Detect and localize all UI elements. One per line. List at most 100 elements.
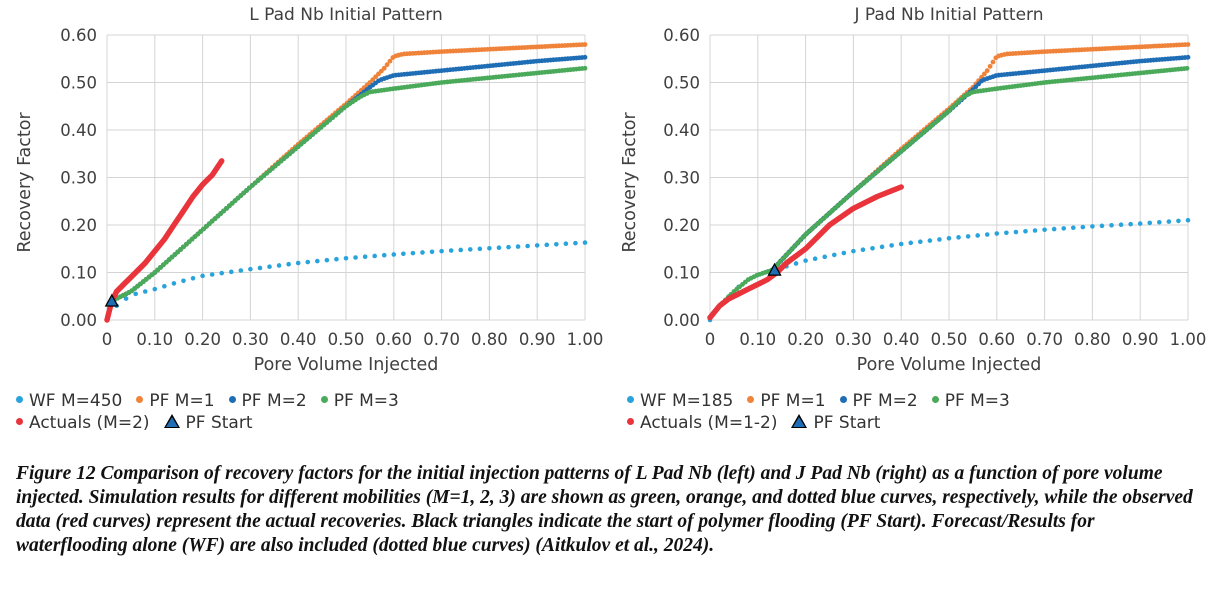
point-wf	[238, 268, 244, 273]
legend-left: WF M=450 PF M=1 PF M=2 PF M=3 Actuals (M=2) P…	[16, 390, 413, 434]
pf-start-marker	[767, 262, 782, 276]
legend-item-pf3: PF M=3	[320, 390, 399, 412]
x-tick-label: 0.30	[232, 330, 269, 349]
legend-label: WF M=450	[29, 391, 123, 411]
legend-dot-icon	[627, 395, 634, 403]
legend-item-pf1: PF M=1	[747, 390, 826, 412]
legend-item-pf1: PF M=1	[136, 390, 215, 412]
point-pf3	[785, 250, 791, 256]
point-wf	[841, 250, 847, 256]
point-wf	[544, 242, 550, 248]
point-wf	[142, 289, 148, 294]
point-wf	[467, 247, 473, 252]
point-wf	[1051, 226, 1057, 232]
series-wf	[104, 240, 588, 323]
x-tick-label: 0.60	[978, 330, 1015, 349]
point-wf	[994, 231, 1000, 236]
legend-dot-icon	[627, 417, 634, 425]
x-tick-label: 1.00	[567, 330, 604, 349]
point-wf	[793, 261, 799, 266]
point-wf	[123, 296, 129, 301]
point-wf	[219, 270, 225, 276]
legend-label: PF M=3	[944, 391, 1010, 411]
point-pf1	[1185, 42, 1191, 47]
point-pf3	[800, 235, 806, 240]
point-wf	[420, 250, 425, 255]
point-wf	[487, 245, 492, 251]
y-tick-label: 0.30	[663, 169, 700, 188]
y-tick-label: 0.60	[60, 26, 97, 45]
legend-label: WF M=185	[640, 391, 734, 411]
point-pf1	[984, 68, 990, 74]
x-tick-label: 0	[705, 330, 716, 349]
x-tick-label: 1.00	[1170, 330, 1207, 349]
x-tick-label: 0	[102, 330, 113, 349]
chart-title: J Pad Nb Initial Pattern	[853, 5, 1043, 25]
y-tick-label: 0.40	[60, 121, 97, 140]
series-pf3	[109, 65, 588, 304]
x-tick-label: 0.40	[883, 330, 920, 349]
point-wf	[1185, 217, 1191, 223]
point-pf3	[1184, 65, 1190, 71]
legend-dot-icon	[228, 395, 236, 403]
pf-start-marker	[104, 293, 119, 307]
point-wf	[851, 248, 856, 254]
x-tick-label: 0.20	[184, 330, 221, 349]
point-wf	[908, 240, 914, 246]
point-wf	[1080, 224, 1086, 230]
point-wf	[381, 252, 387, 258]
triangle-icon	[163, 414, 180, 428]
y-tick-label: 0.30	[60, 169, 97, 188]
series-pf1	[109, 42, 588, 304]
series-pf2	[109, 54, 588, 304]
point-wf	[1176, 218, 1181, 224]
x-tick-label: 0.30	[835, 330, 872, 349]
point-wf	[515, 244, 521, 249]
legend-label: PF M=2	[241, 391, 307, 411]
point-wf	[812, 256, 818, 262]
point-wf	[276, 263, 282, 268]
point-wf	[1099, 223, 1105, 229]
point-wf	[1118, 222, 1124, 228]
legend-item-pf3: PF M=3	[931, 390, 1010, 412]
legend-row: WF M=450 PF M=1 PF M=2 PF M=3	[16, 390, 413, 412]
point-pf3	[783, 253, 788, 259]
point-wf	[1061, 226, 1067, 231]
y-tick-label: 0.50	[663, 74, 700, 93]
x-tick-label: 0.70	[423, 330, 460, 349]
triangle-icon	[791, 414, 808, 428]
legend-label: Actuals (M=2)	[29, 413, 150, 433]
point-wf	[496, 245, 502, 251]
point-wf	[525, 243, 530, 249]
legend-item-wf: WF M=450	[16, 390, 122, 412]
point-pf3	[797, 238, 803, 244]
y-tick-label: 0.10	[60, 264, 97, 283]
point-wf	[879, 244, 885, 250]
legend-label: PF M=1	[760, 391, 826, 411]
point-wf	[305, 259, 311, 265]
point-wf	[889, 243, 894, 248]
point-wf	[152, 286, 158, 292]
point-wf	[228, 269, 234, 275]
chart-panel-right: J Pad Nb Initial Pattern 0 0.10 0.20 0.30 0.4…	[605, 0, 1209, 455]
legend-row: Actuals (M=2) PF Start	[16, 412, 413, 434]
x-tick-label: 0.60	[375, 330, 412, 349]
series-pf3	[717, 65, 1190, 309]
chart-left: L Pad Nb Initial Pattern 0 0.10 0.20 0.30 0.4…	[15, 5, 604, 375]
legend-dot-icon	[136, 395, 144, 403]
legend-row: WF M=185 PF M=1 PF M=2 PF M=3	[627, 390, 1024, 412]
chart-right: J Pad Nb Initial Pattern 0 0.10 0.20 0.30 0.4…	[620, 5, 1207, 375]
point-wf	[1013, 229, 1019, 235]
legend-right: WF M=185 PF M=1 PF M=2 PF M=3 Actuals (M=1-2…	[627, 390, 1024, 434]
point-wf	[927, 238, 933, 243]
y-tick-label: 0.00	[663, 311, 700, 330]
point-pf1	[987, 63, 993, 69]
legend-item-act: Actuals (M=2)	[16, 412, 150, 434]
point-wf	[1128, 221, 1133, 227]
point-wf	[870, 245, 875, 251]
point-wf	[563, 241, 569, 247]
point-wf	[506, 244, 511, 250]
figure-caption: Figure 12 Comparison of recovery factors…	[16, 463, 1193, 556]
point-wf	[410, 250, 416, 256]
grid	[106, 34, 586, 321]
